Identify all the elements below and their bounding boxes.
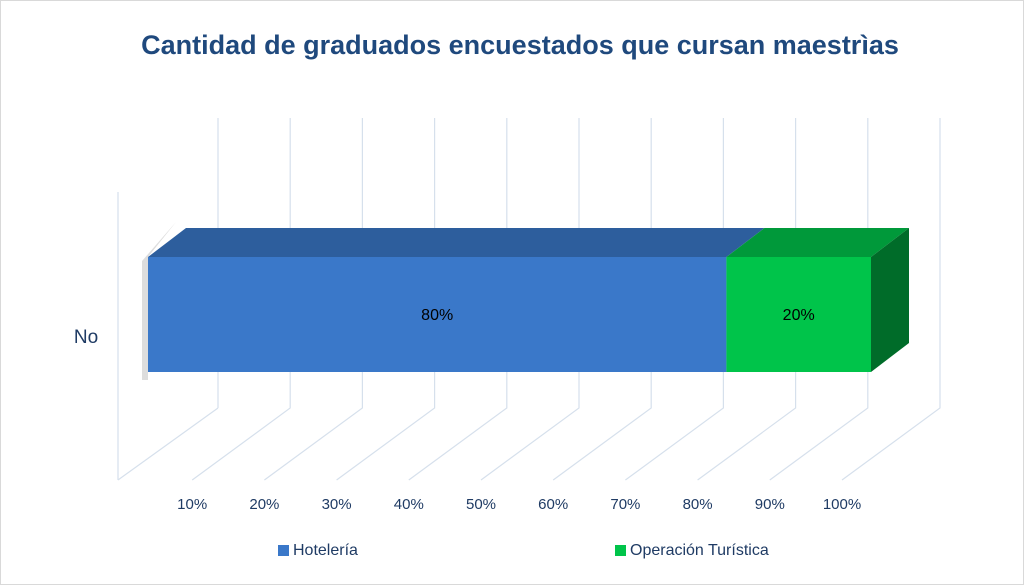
grid-line xyxy=(697,118,797,481)
chart-title: Cantidad de graduados encuestados que cu… xyxy=(141,30,899,60)
bar-segment xyxy=(726,228,909,372)
bar xyxy=(148,257,727,372)
grid-line xyxy=(552,118,652,481)
bar-top xyxy=(726,228,909,257)
grid-line xyxy=(191,118,291,481)
legend-label: Operación Turística xyxy=(630,542,769,559)
bar-segment xyxy=(148,228,765,372)
legend-swatch xyxy=(278,545,289,556)
data-label: 20% xyxy=(783,307,815,324)
x-tick-label: 80% xyxy=(683,496,713,513)
x-tick-label: 20% xyxy=(249,496,279,513)
grid-line xyxy=(625,118,725,481)
floor-edge xyxy=(117,407,219,481)
x-tick-label: 100% xyxy=(823,496,861,513)
x-tick-label: 30% xyxy=(322,496,352,513)
bar-top xyxy=(148,228,765,257)
category-label: No xyxy=(74,327,98,348)
bar-side xyxy=(871,228,909,372)
grid-line xyxy=(841,118,941,481)
legend-label: Hotelería xyxy=(293,542,358,559)
x-tick-label: 60% xyxy=(538,496,568,513)
bar xyxy=(726,257,871,372)
x-tick-label: 90% xyxy=(755,496,785,513)
grid-line xyxy=(480,118,580,481)
bar-shadow xyxy=(142,222,176,380)
x-tick-label: 10% xyxy=(177,496,207,513)
grid-line xyxy=(264,118,363,481)
x-tick-label: 70% xyxy=(610,496,640,513)
grid-line xyxy=(769,118,869,481)
grid-line xyxy=(408,118,508,481)
grid-line xyxy=(336,118,436,481)
legend-swatch xyxy=(615,545,626,556)
data-label: 80% xyxy=(421,307,453,324)
x-tick-label: 50% xyxy=(466,496,496,513)
x-tick-label: 40% xyxy=(394,496,424,513)
